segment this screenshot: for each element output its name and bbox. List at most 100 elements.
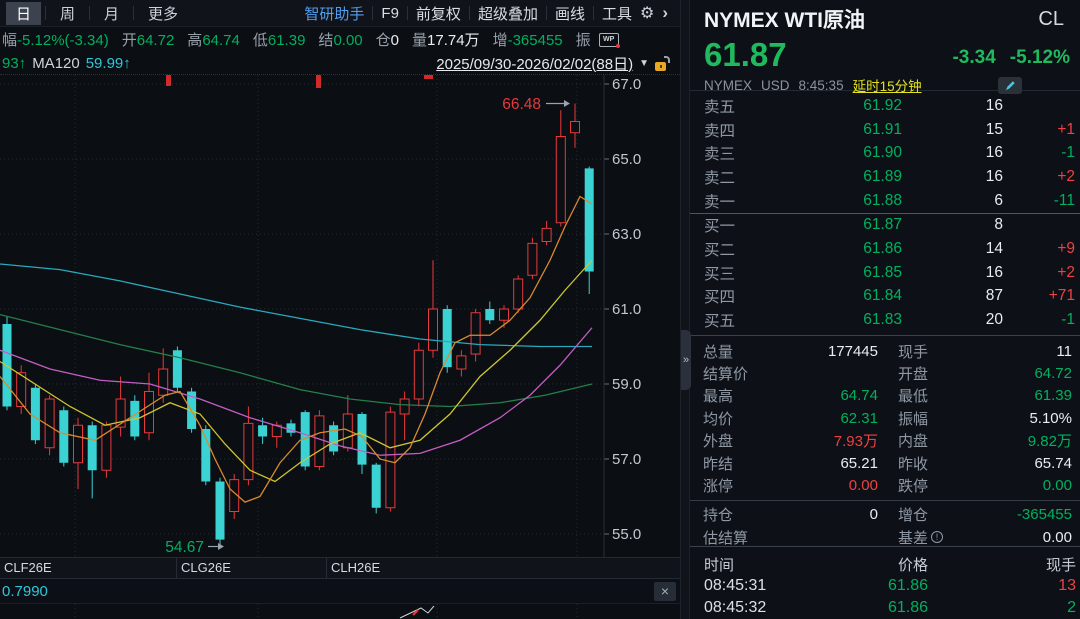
- order-book-row[interactable]: 买三 61.85 16 +2: [704, 261, 1075, 285]
- order-book-row[interactable]: 买二 61.86 14 +9: [704, 237, 1075, 261]
- tick-volume: 13: [1058, 577, 1076, 594]
- order-book: 卖五 61.92 16 卖四 61.91 15 +1 卖三 61.90 16 -1 卖二 61.89 16…: [690, 91, 1080, 336]
- contract-tab-clg26e[interactable]: CLG26E: [176, 558, 326, 578]
- stat-label: 现手: [898, 343, 929, 361]
- indicator-value: 0.7990: [2, 582, 48, 600]
- settings-gear-icon[interactable]: ⚙: [639, 5, 655, 22]
- tab-more[interactable]: 更多: [148, 5, 179, 23]
- close-subpanel-button[interactable]: ×: [654, 581, 676, 601]
- caret-down-icon[interactable]: ▼: [639, 57, 649, 69]
- svg-text:67.0: 67.0: [612, 76, 641, 93]
- lock-shackle: [664, 55, 670, 63]
- divider: [406, 6, 408, 20]
- ai-assistant-button[interactable]: 智研助手: [304, 5, 365, 23]
- contract-tab-clf26e[interactable]: CLF26E: [4, 560, 52, 575]
- contract-tab-clh26e[interactable]: CLH26E: [326, 558, 680, 578]
- order-level-label: 买二: [704, 242, 736, 260]
- svg-text:55.0: 55.0: [612, 526, 641, 543]
- order-book-row[interactable]: 买五 61.83 20 -1: [704, 308, 1075, 332]
- order-volume: 16: [985, 167, 1003, 185]
- svg-text:54.67: 54.67: [165, 539, 204, 556]
- kline-chart[interactable]: 67.0 65.0 63.0 61.0 59.0 57.0 55.0 66.48 54.67: [0, 75, 680, 557]
- svg-text:66.48: 66.48: [502, 96, 541, 113]
- stat-value: 65.21: [840, 454, 878, 472]
- divider: [45, 6, 47, 20]
- indicator-subpanel-header: 0.7990 ×: [0, 579, 680, 604]
- stat-row: 昨结 65.21 昨收 65.74: [703, 452, 1072, 474]
- order-volume: 8: [994, 216, 1003, 234]
- stats-grid: 总量 177445 现手 11 结算价 开盘 64.72 最高 64.74 最低 61.39 均价 62…: [690, 336, 1080, 547]
- order-book-row[interactable]: 买四 61.84 87 +71: [704, 285, 1075, 309]
- price-change: -3.34: [952, 47, 996, 68]
- tab-week[interactable]: 周: [60, 5, 76, 23]
- field-value: 64.74: [202, 32, 240, 49]
- order-book-row[interactable]: 卖二 61.89 16 +2: [704, 165, 1075, 189]
- tick-price: 61.86: [887, 577, 928, 594]
- panel-splitter[interactable]: »: [680, 0, 691, 619]
- stat-row: 结算价 开盘 64.72: [703, 362, 1072, 384]
- date-range[interactable]: 2025/09/30-2026/02/02(88日): [436, 55, 634, 73]
- col-volume: 现手: [1045, 556, 1076, 574]
- stat-value: 177445: [827, 342, 878, 360]
- order-price: 61.85: [863, 263, 902, 281]
- order-book-row[interactable]: 卖四 61.91 15 +1: [704, 118, 1075, 142]
- stat-label: 内盘: [898, 433, 929, 451]
- order-volume-change: +1: [1057, 120, 1075, 138]
- quote-panel: NYMEX WTI原油 CL 61.87 -3.34 -5.12% NYMEX …: [690, 0, 1080, 619]
- unlock-icon[interactable]: [655, 55, 670, 71]
- stat-row: 持仓 0 增仓 -365455: [703, 504, 1072, 526]
- field-label: 开: [121, 32, 137, 49]
- order-price: 61.92: [863, 96, 902, 114]
- toolbar: 日 周 月 更多 智研助手 F9 前复权 超级叠加 画线 工具 ⚙: [0, 0, 680, 27]
- indicator-subchart[interactable]: [0, 604, 680, 619]
- order-level-label: 买五: [704, 313, 736, 331]
- currency-label: USD: [761, 77, 790, 93]
- tab-day[interactable]: 日: [6, 1, 42, 25]
- order-level-label: 买四: [704, 289, 736, 307]
- order-book-row[interactable]: 卖三 61.90 16 -1: [704, 141, 1075, 165]
- last-price: 61.87: [704, 36, 787, 73]
- field-label: 量: [412, 32, 428, 49]
- f9-button[interactable]: F9: [381, 4, 399, 22]
- draw-line-button[interactable]: 画线: [554, 5, 585, 23]
- order-book-row[interactable]: 买一 61.87 8: [704, 214, 1075, 238]
- stat-value: 11: [1056, 342, 1072, 360]
- field-value: 64.72: [136, 32, 175, 49]
- summary-field: 仓0: [376, 29, 399, 50]
- collapse-handle-icon[interactable]: »: [681, 330, 691, 390]
- ma60-value: 93↑: [2, 54, 27, 72]
- order-book-row[interactable]: 卖一 61.88 6 -11: [704, 189, 1075, 213]
- period-tabs: 日 周 月 更多: [6, 1, 188, 25]
- ma120-value: 59.99↑: [85, 54, 131, 72]
- order-volume-change: +71: [1048, 287, 1075, 305]
- super-overlay-button[interactable]: 超级叠加: [477, 5, 538, 23]
- toolbar-expand-icon[interactable]: ›: [662, 3, 668, 22]
- order-book-row[interactable]: 卖五 61.92 16: [704, 94, 1075, 118]
- stat-label: 昨结: [703, 455, 734, 473]
- field-value: -5.12%(-3.34): [17, 32, 109, 49]
- summary-field: 开64.72: [122, 29, 175, 50]
- lock-keyhole: [659, 64, 662, 68]
- summary-field: 量17.74万: [412, 29, 480, 50]
- order-price: 61.83: [863, 311, 902, 329]
- stat-label: 最低: [898, 388, 929, 406]
- summary-fields: 幅-5.12%(-3.34) 开64.72 高64.74 低61.39 结0.00 仓0 量…: [2, 29, 591, 50]
- stat-row: 均价 62.31 振幅 5.10%: [703, 407, 1072, 429]
- subchart-svg: [74, 604, 578, 619]
- svg-text:61.0: 61.0: [612, 301, 641, 318]
- order-volume: 15: [985, 120, 1003, 138]
- tab-month[interactable]: 月: [104, 5, 120, 23]
- basis-info-icon[interactable]: !: [931, 531, 944, 544]
- field-label: 结: [318, 32, 334, 49]
- stat-label: 基差!: [898, 527, 968, 548]
- summary-field: 增-365455: [493, 29, 563, 50]
- col-time: 时间: [704, 556, 735, 574]
- order-price: 61.86: [863, 240, 902, 258]
- order-volume: 87: [985, 287, 1003, 305]
- tools-button[interactable]: 工具: [601, 5, 632, 23]
- wp-window-icon[interactable]: WP: [598, 32, 620, 48]
- order-volume: 20: [985, 311, 1003, 329]
- edit-button[interactable]: [998, 76, 1022, 94]
- forward-adjust-button[interactable]: 前复权: [415, 5, 461, 23]
- divider: [592, 6, 594, 20]
